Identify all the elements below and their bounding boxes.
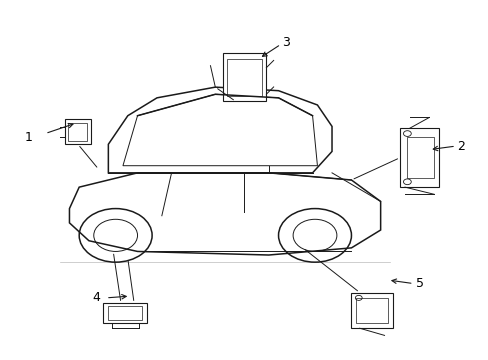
Bar bbox=[222, 53, 266, 102]
Bar bbox=[399, 128, 438, 187]
Text: 3: 3 bbox=[281, 36, 289, 49]
Bar bbox=[356, 298, 387, 323]
Bar bbox=[227, 59, 261, 96]
Text: 1: 1 bbox=[24, 131, 32, 144]
Text: 5: 5 bbox=[415, 277, 423, 290]
Text: 2: 2 bbox=[456, 140, 464, 153]
Bar bbox=[108, 306, 142, 320]
Bar bbox=[103, 303, 147, 323]
Bar bbox=[351, 293, 392, 328]
Bar bbox=[64, 119, 91, 144]
Text: 4: 4 bbox=[92, 291, 100, 305]
Bar bbox=[68, 123, 87, 141]
Bar bbox=[407, 137, 433, 178]
